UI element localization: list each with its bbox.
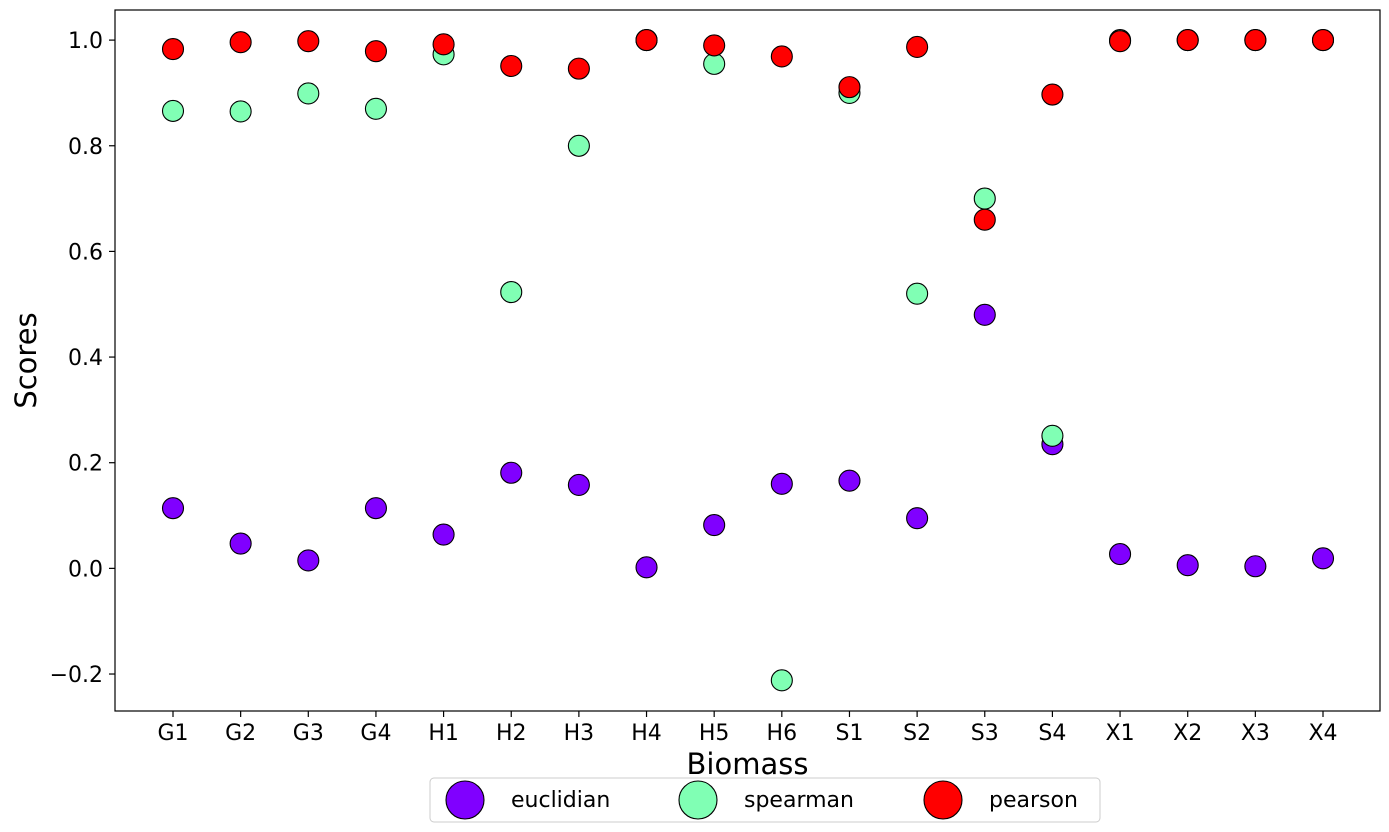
chart-marks (161, 29, 1335, 692)
y-tick-label: 1.0 (68, 29, 103, 54)
point-spearman-G1 (161, 99, 185, 122)
series-spearman (161, 29, 1335, 692)
x-tick-label: G2 (225, 721, 256, 746)
x-tick-label: X4 (1308, 721, 1337, 746)
point-euclidian-X3 (1244, 555, 1267, 578)
x-tick-label: H5 (699, 721, 730, 746)
point-euclidian-G3 (297, 549, 320, 572)
legend-label-pearson: pearson (989, 788, 1078, 813)
point-pearson-H2 (500, 54, 523, 78)
x-tick-label: S4 (1038, 721, 1066, 746)
point-spearman-H5 (703, 52, 726, 75)
point-euclidian-H6 (770, 472, 793, 495)
legend-label-spearman: spearman (744, 788, 854, 813)
x-tick-label: H2 (496, 721, 527, 746)
point-pearson-G4 (364, 40, 387, 63)
point-euclidian-H5 (703, 514, 726, 537)
x-tick-label: S2 (903, 721, 931, 746)
point-pearson-G2 (229, 31, 252, 54)
x-tick-label: X2 (1173, 721, 1202, 746)
y-tick-label: 0.6 (68, 240, 103, 265)
point-euclidian-H1 (432, 523, 455, 546)
legend-marker-euclidian (445, 780, 485, 820)
point-pearson-H1 (432, 33, 455, 56)
point-euclidian-G4 (364, 497, 387, 520)
x-tick-label: H1 (428, 721, 459, 746)
point-euclidian-S3 (973, 303, 996, 326)
point-euclidian-S2 (906, 507, 929, 530)
point-spearman-H3 (567, 134, 590, 157)
point-pearson-X1 (1109, 30, 1132, 53)
point-pearson-S2 (906, 35, 929, 59)
x-tick-label: X3 (1241, 721, 1270, 746)
point-spearman-G2 (229, 100, 252, 123)
point-pearson-H5 (703, 34, 726, 57)
point-pearson-H4 (635, 29, 658, 52)
y-tick-label: 0.2 (68, 452, 103, 477)
x-tick-label: G3 (293, 721, 324, 746)
x-tick-label: G1 (157, 721, 188, 746)
point-spearman-S3 (973, 187, 996, 210)
point-spearman-G3 (297, 82, 320, 105)
x-tick-label: H3 (564, 721, 595, 746)
point-pearson-S4 (1041, 83, 1064, 106)
y-tick-label: 0.8 (68, 135, 103, 160)
point-spearman-H2 (500, 281, 523, 304)
series-euclidian (161, 303, 1335, 579)
point-pearson-G3 (297, 30, 320, 53)
point-spearman-S2 (906, 282, 929, 305)
point-pearson-X4 (1311, 29, 1335, 52)
point-pearson-X2 (1176, 29, 1199, 52)
x-tick-label: H6 (767, 721, 798, 746)
y-tick-label: 0.0 (68, 557, 103, 582)
y-axis: −0.2 0.0 0.2 0.4 0.6 0.8 1.0 (50, 29, 115, 688)
legend-marker-pearson (923, 780, 963, 820)
x-tick-label: G4 (360, 721, 391, 746)
point-euclidian-H3 (567, 473, 590, 496)
point-pearson-S3 (973, 208, 996, 231)
point-euclidian-X4 (1311, 547, 1335, 570)
y-axis-title: Scores (9, 312, 43, 408)
y-tick-label: 0.4 (68, 346, 103, 371)
point-euclidian-H2 (500, 461, 523, 484)
point-pearson-H6 (770, 45, 793, 68)
plot-frame (114, 9, 1381, 712)
legend: euclidian spearman pearson (429, 777, 1101, 823)
point-euclidian-S1 (838, 469, 861, 492)
point-spearman-H6 (770, 669, 793, 692)
point-spearman-S4 (1041, 424, 1064, 447)
point-euclidian-H4 (635, 556, 658, 579)
point-euclidian-X1 (1109, 543, 1132, 566)
x-tick-label: H4 (631, 721, 662, 746)
point-pearson-H3 (567, 57, 590, 80)
point-euclidian-G1 (161, 497, 185, 520)
x-tick-label: S3 (971, 721, 999, 746)
x-axis-title: Biomass (687, 747, 809, 781)
x-tick-label: S1 (835, 721, 863, 746)
point-euclidian-G2 (229, 532, 252, 555)
point-euclidian-X2 (1176, 554, 1199, 577)
y-tick-label: −0.2 (50, 663, 103, 688)
x-axis: G1 G2 G3 G4 H1 H2 H3 H4 H5 H6 S1 S2 S3 S4 X1 X2 X3 X4 (157, 711, 1338, 746)
x-tick-label: X1 (1106, 721, 1135, 746)
series-pearson (161, 29, 1335, 231)
point-pearson-S1 (838, 76, 861, 99)
legend-marker-spearman (678, 780, 718, 820)
point-spearman-G4 (364, 97, 387, 120)
point-pearson-G1 (161, 38, 185, 61)
point-pearson-X3 (1244, 29, 1267, 52)
legend-label-euclidian: euclidian (511, 788, 610, 813)
